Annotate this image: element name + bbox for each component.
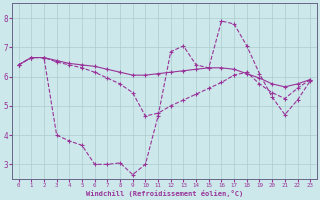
X-axis label: Windchill (Refroidissement éolien,°C): Windchill (Refroidissement éolien,°C) (86, 190, 243, 197)
